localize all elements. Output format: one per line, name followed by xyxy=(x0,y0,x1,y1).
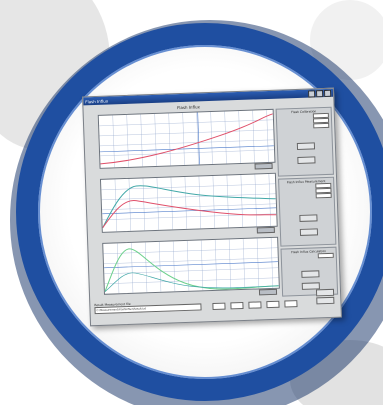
result-field[interactable] xyxy=(248,301,262,309)
exit-button[interactable] xyxy=(316,296,335,305)
plot-zoom-tools[interactable] xyxy=(256,226,275,234)
measurement-button[interactable] xyxy=(299,214,318,222)
calibration-button[interactable] xyxy=(296,142,316,150)
result-field[interactable] xyxy=(284,300,298,308)
result-field[interactable] xyxy=(266,300,280,309)
calibration-button[interactable] xyxy=(297,156,316,164)
calculation-field[interactable] xyxy=(317,252,334,259)
plot-temperature[interactable] xyxy=(97,108,276,170)
minimize-icon[interactable] xyxy=(307,89,316,98)
calibration-field[interactable] xyxy=(313,122,330,129)
result-field[interactable] xyxy=(230,301,244,310)
result-file-bar: Result Measurement file C:\Measurement\F… xyxy=(94,288,335,321)
close-icon[interactable] xyxy=(323,89,332,97)
measurement-field[interactable] xyxy=(315,192,332,199)
maximize-icon[interactable] xyxy=(315,89,324,97)
measurement-button[interactable] xyxy=(299,228,319,236)
result-field[interactable] xyxy=(212,302,226,311)
application-window[interactable]: Flash Influx Flash Influx xyxy=(82,87,342,327)
plot-influx[interactable] xyxy=(102,236,280,296)
panel-flash-calibration: Flash Calibration xyxy=(275,106,334,177)
plot-zoom-tools[interactable] xyxy=(254,162,273,170)
calculation-button[interactable] xyxy=(301,270,320,278)
window-title: Flash Influx xyxy=(85,98,109,104)
panel-flash-influx-measurement: Flash Influx Measurement xyxy=(278,176,337,247)
save-button[interactable] xyxy=(315,288,335,297)
plot-zoom-tools[interactable] xyxy=(258,288,278,296)
plot-vfl[interactable] xyxy=(99,172,278,234)
